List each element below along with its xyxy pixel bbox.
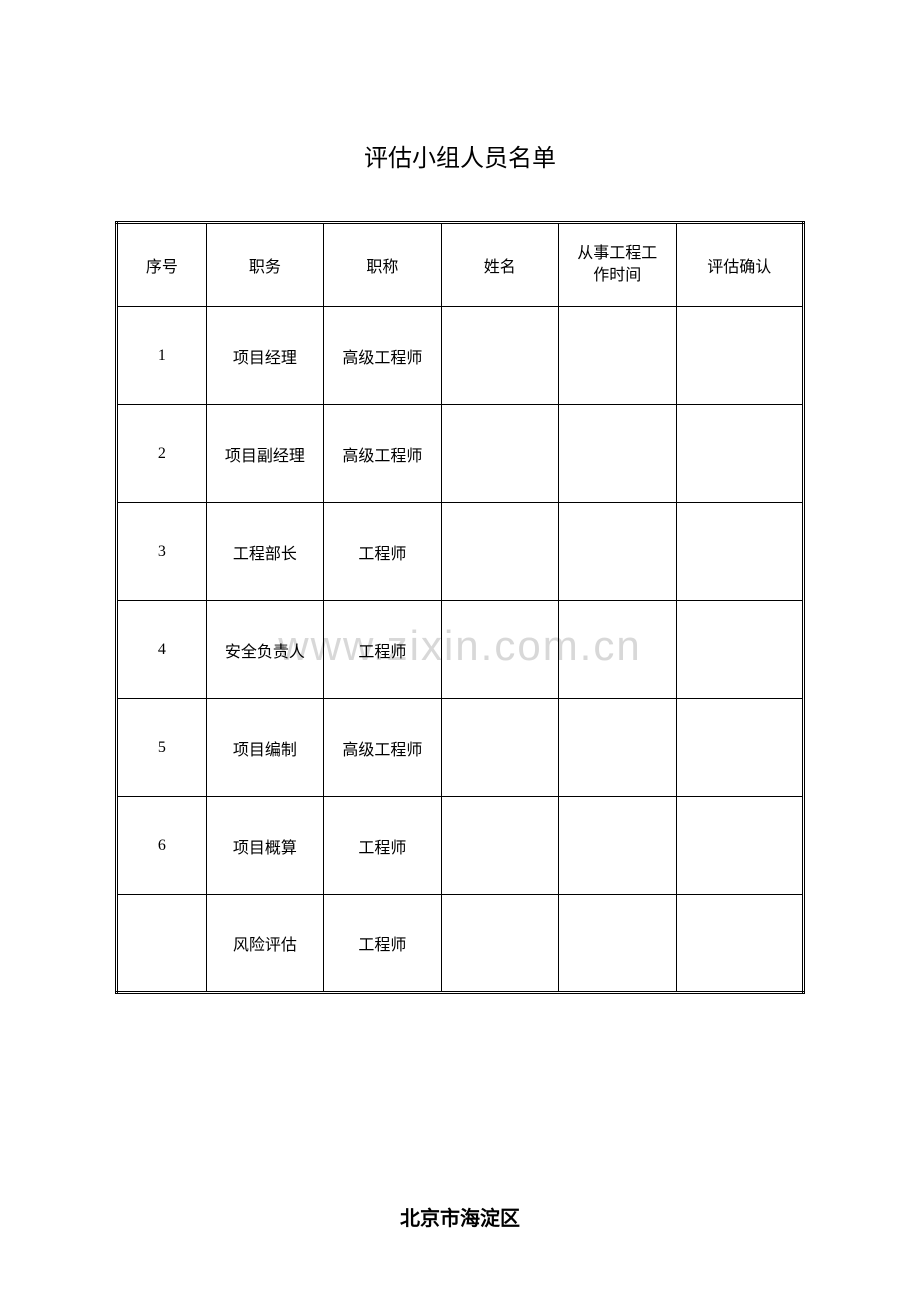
cell-time <box>559 601 676 699</box>
cell-seq: 3 <box>117 503 207 601</box>
cell-seq: 4 <box>117 601 207 699</box>
cell-name <box>441 307 558 405</box>
table-row: 1 项目经理 高级工程师 <box>117 307 804 405</box>
cell-name <box>441 405 558 503</box>
cell-seq: 5 <box>117 699 207 797</box>
cell-title: 工程师 <box>324 601 441 699</box>
cell-time <box>559 699 676 797</box>
table-row: 2 项目副经理 高级工程师 <box>117 405 804 503</box>
cell-duty: 项目概算 <box>206 797 323 895</box>
table-row: 风险评估 工程师 <box>117 895 804 993</box>
cell-title: 高级工程师 <box>324 699 441 797</box>
header-name: 姓名 <box>441 223 558 307</box>
cell-name <box>441 699 558 797</box>
table-header-row: 序号 职务 职称 姓名 从事工程工 作时间 评估确认 <box>117 223 804 307</box>
header-time-line1: 从事工程工 <box>577 245 657 262</box>
table-row: 5 项目编制 高级工程师 <box>117 699 804 797</box>
header-time-line2: 作时间 <box>593 267 641 284</box>
cell-duty: 风险评估 <box>206 895 323 993</box>
cell-name <box>441 797 558 895</box>
cell-seq <box>117 895 207 993</box>
cell-time <box>559 797 676 895</box>
header-time: 从事工程工 作时间 <box>559 223 676 307</box>
cell-time <box>559 503 676 601</box>
cell-title: 高级工程师 <box>324 405 441 503</box>
cell-name <box>441 503 558 601</box>
cell-seq: 6 <box>117 797 207 895</box>
cell-title: 高级工程师 <box>324 307 441 405</box>
cell-seq: 2 <box>117 405 207 503</box>
table-row: 4 安全负责人 工程师 <box>117 601 804 699</box>
cell-time <box>559 895 676 993</box>
cell-duty: 项目副经理 <box>206 405 323 503</box>
cell-confirm <box>676 895 803 993</box>
personnel-table: 序号 职务 职称 姓名 从事工程工 作时间 评估确认 1 项目经理 高级工程师 … <box>115 221 805 994</box>
cell-name <box>441 895 558 993</box>
cell-confirm <box>676 307 803 405</box>
cell-seq: 1 <box>117 307 207 405</box>
table-row: 3 工程部长 工程师 <box>117 503 804 601</box>
cell-time <box>559 307 676 405</box>
cell-duty: 项目编制 <box>206 699 323 797</box>
cell-duty: 工程部长 <box>206 503 323 601</box>
cell-time <box>559 405 676 503</box>
header-seq: 序号 <box>117 223 207 307</box>
cell-title: 工程师 <box>324 797 441 895</box>
header-confirm: 评估确认 <box>676 223 803 307</box>
table-row: 6 项目概算 工程师 <box>117 797 804 895</box>
cell-name <box>441 601 558 699</box>
cell-confirm <box>676 699 803 797</box>
header-title: 职称 <box>324 223 441 307</box>
cell-duty: 安全负责人 <box>206 601 323 699</box>
cell-title: 工程师 <box>324 503 441 601</box>
cell-confirm <box>676 601 803 699</box>
header-duty: 职务 <box>206 223 323 307</box>
page-title: 评估小组人员名单 <box>0 0 920 221</box>
cell-duty: 项目经理 <box>206 307 323 405</box>
cell-confirm <box>676 503 803 601</box>
personnel-table-container: 序号 职务 职称 姓名 从事工程工 作时间 评估确认 1 项目经理 高级工程师 … <box>115 221 805 994</box>
cell-confirm <box>676 797 803 895</box>
cell-confirm <box>676 405 803 503</box>
footer-location: 北京市海淀区 <box>0 1202 920 1231</box>
cell-title: 工程师 <box>324 895 441 993</box>
